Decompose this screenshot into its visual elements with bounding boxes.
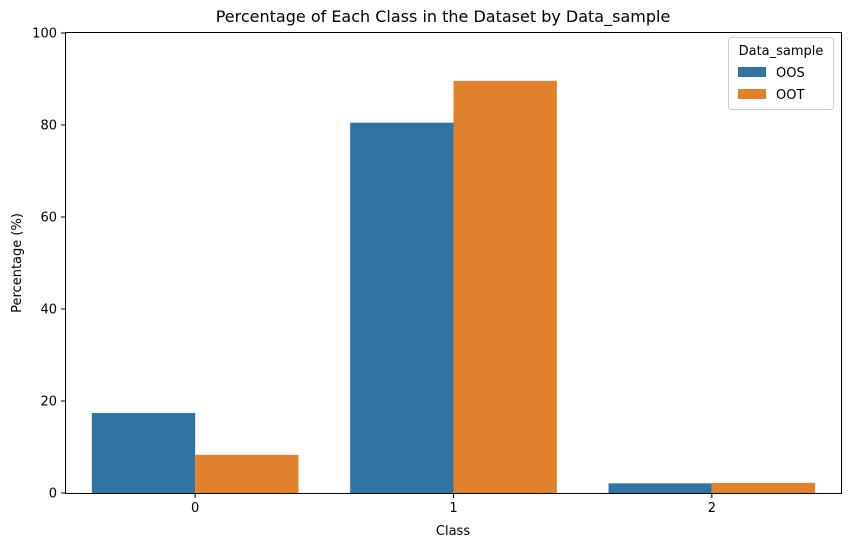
y-tick-label: 60 <box>40 211 57 226</box>
y-tick-label: 20 <box>40 395 57 410</box>
bar-oos-class-0 <box>92 413 195 493</box>
legend-swatch-oot <box>738 89 766 99</box>
y-tick-label: 100 <box>32 27 57 42</box>
bar-oot-class-0 <box>195 455 298 493</box>
chart-title: Percentage of Each Class in the Dataset … <box>216 7 671 27</box>
bar-oos-class-2 <box>609 483 712 493</box>
x-tick-label: 2 <box>708 501 716 516</box>
x-axis: 0 1 2 <box>191 493 716 516</box>
bar-oos-class-1 <box>350 123 453 493</box>
bars-group <box>92 81 815 493</box>
y-tick-label: 80 <box>40 119 57 134</box>
y-tick-label: 0 <box>49 487 57 502</box>
legend-label-oot: OOT <box>776 88 804 103</box>
legend-swatch-oos <box>738 67 766 77</box>
legend-label-oos: OOS <box>776 66 805 81</box>
y-axis-label: Percentage (%) <box>10 213 25 313</box>
y-axis: 0 20 40 60 80 100 <box>32 27 66 502</box>
legend-title: Data_sample <box>739 44 824 59</box>
bar-oot-class-1 <box>454 81 557 493</box>
legend: Data_sample OOS OOT <box>729 38 834 110</box>
bar-oot-class-2 <box>712 483 815 493</box>
x-tick-label: 0 <box>191 501 199 516</box>
y-tick-label: 40 <box>40 303 57 318</box>
x-tick-label: 1 <box>449 501 457 516</box>
x-axis-label: Class <box>436 524 470 539</box>
